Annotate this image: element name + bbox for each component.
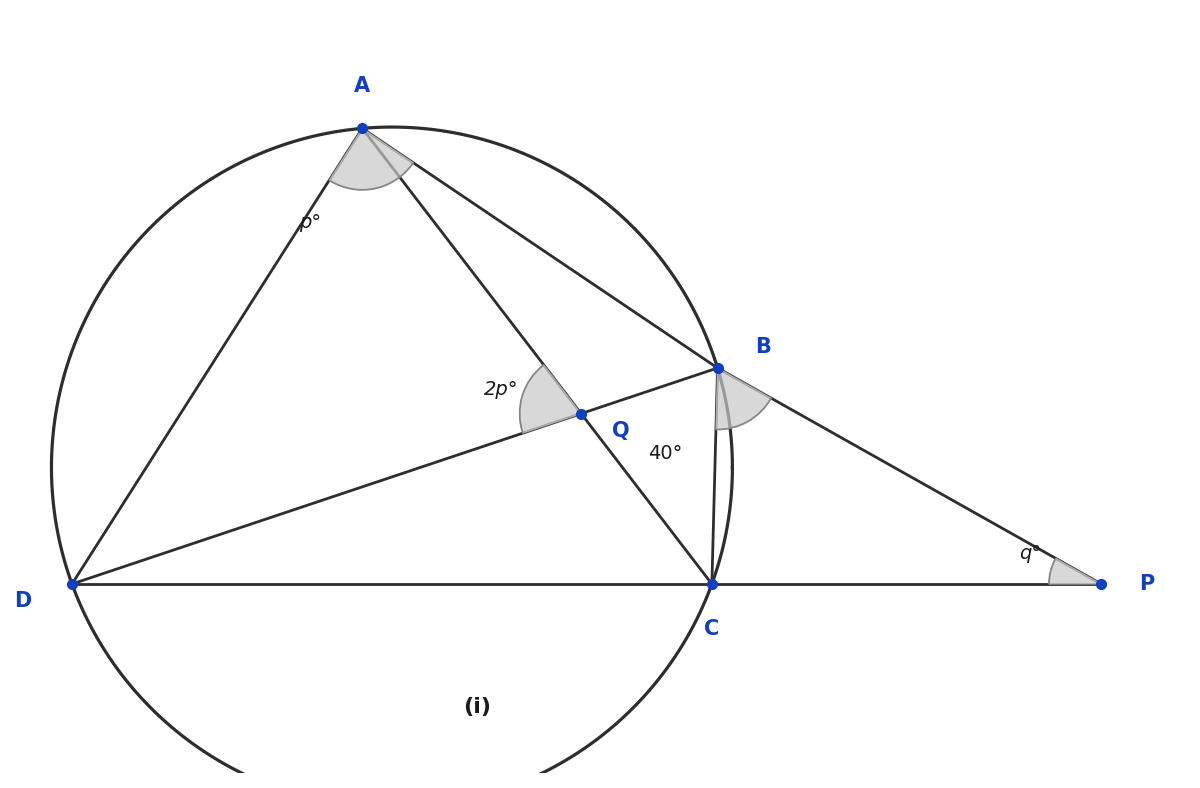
Text: P: P (1139, 574, 1154, 594)
Text: A: A (354, 76, 371, 96)
Text: q°: q° (1019, 545, 1042, 563)
Text: Q: Q (612, 421, 630, 440)
Text: B: B (755, 337, 770, 357)
Text: p°: p° (299, 214, 322, 232)
Polygon shape (329, 128, 413, 190)
Polygon shape (716, 368, 772, 429)
Text: C: C (704, 619, 720, 639)
Text: D: D (14, 591, 31, 611)
Text: (i): (i) (463, 697, 491, 717)
Text: 2p°: 2p° (484, 381, 518, 400)
Text: 40°: 40° (648, 444, 683, 463)
Polygon shape (520, 365, 581, 433)
Polygon shape (1049, 559, 1102, 584)
